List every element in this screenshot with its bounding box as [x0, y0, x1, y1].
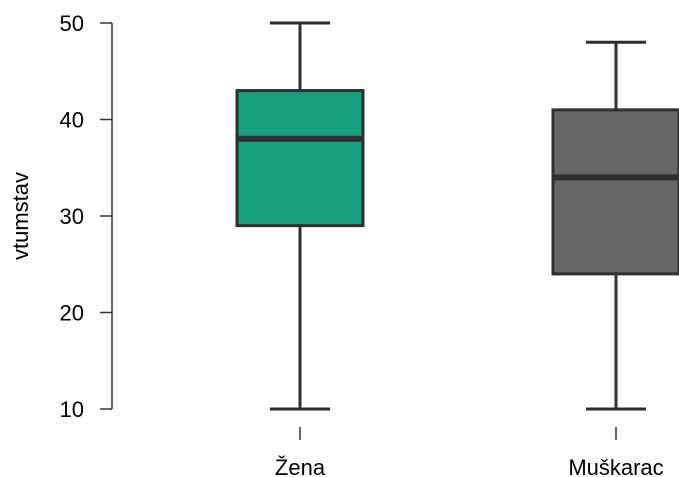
axis-layer: 10 20 30 40 50 Žena Muškarac: [60, 11, 664, 477]
x-tick-label-0: Žena: [275, 455, 326, 477]
y-axis-title: vtumstav: [8, 172, 33, 260]
x-tick-label-1: Muškarac: [568, 455, 663, 477]
label-layer: vtumstav: [8, 172, 33, 260]
y-tick-label-0: 10: [60, 397, 84, 422]
box-1-body: [551, 108, 679, 276]
y-tick-label-4: 50: [60, 11, 84, 36]
box-0-body: [235, 89, 365, 228]
y-tick-label-3: 40: [60, 108, 84, 133]
y-tick-label-1: 20: [60, 301, 84, 326]
plot-layer: [235, 21, 679, 411]
y-tick-label-2: 30: [60, 204, 84, 229]
